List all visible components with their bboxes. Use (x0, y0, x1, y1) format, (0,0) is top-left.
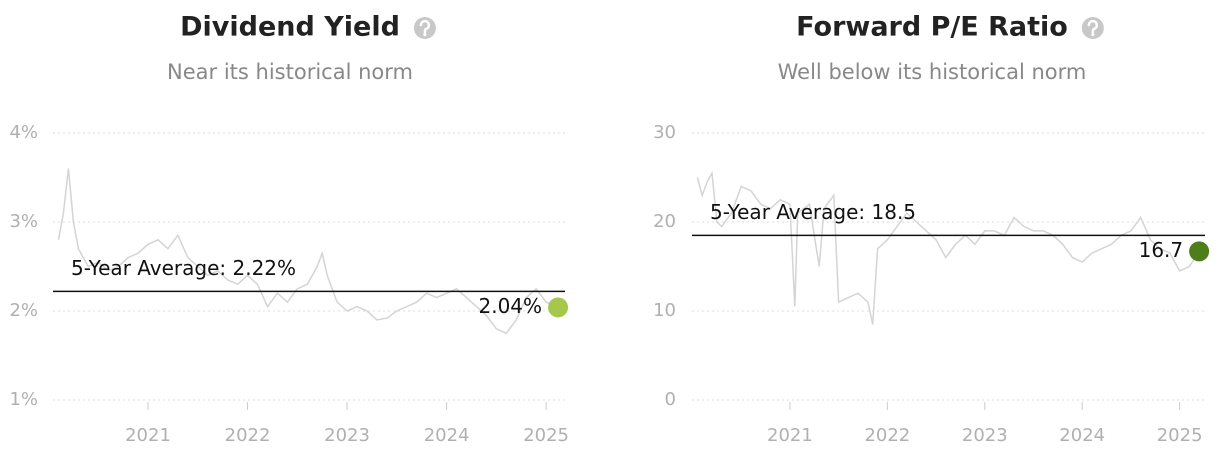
help-mark (1087, 19, 1099, 34)
chart-subtitle: Near its historical norm (167, 60, 413, 84)
data-line (57, 168, 559, 335)
chart-subtitle: Well below its historical norm (778, 60, 1087, 84)
y-tick-label: 4% (9, 122, 38, 143)
y-tick-label: 30 (653, 122, 676, 143)
help-circle (1081, 17, 1104, 39)
x-tick-label: 2022 (864, 425, 910, 446)
average-label: 5-Year Average: 2.22% (71, 256, 296, 280)
help-circle (413, 17, 436, 39)
y-tick-label: 20 (653, 211, 676, 232)
x-tick-label: 2024 (1059, 425, 1105, 446)
x-tick-label: 2025 (1157, 425, 1203, 446)
help-dot (1091, 32, 1095, 37)
data-line (696, 170, 1200, 325)
x-tick-label: 2021 (767, 425, 813, 446)
chart-title: Dividend Yield (180, 12, 400, 43)
current-label: 2.04% (479, 294, 543, 318)
x-tick-label: 2022 (225, 425, 271, 446)
x-tick-label: 2023 (962, 425, 1008, 446)
x-tick-label: 2025 (523, 425, 569, 446)
y-tick-label: 10 (653, 300, 676, 321)
x-tick-label: 2024 (424, 425, 470, 446)
current-dot (548, 297, 569, 318)
chart-title: Forward P/E Ratio (796, 12, 1068, 43)
y-tick-label: 3% (9, 211, 38, 232)
y-tick-label: 2% (9, 300, 38, 321)
x-tick-label: 2023 (324, 425, 370, 446)
help-icon[interactable] (413, 17, 436, 39)
average-label: 5-Year Average: 18.5 (710, 200, 916, 224)
help-icon[interactable] (1081, 17, 1104, 39)
help-dot (423, 32, 427, 37)
y-tick-label: 0 (665, 389, 676, 410)
current-dot (1189, 241, 1210, 262)
x-tick-label: 2021 (125, 425, 171, 446)
current-label: 16.7 (1139, 238, 1184, 262)
y-tick-label: 1% (9, 389, 38, 410)
help-mark (419, 19, 431, 34)
